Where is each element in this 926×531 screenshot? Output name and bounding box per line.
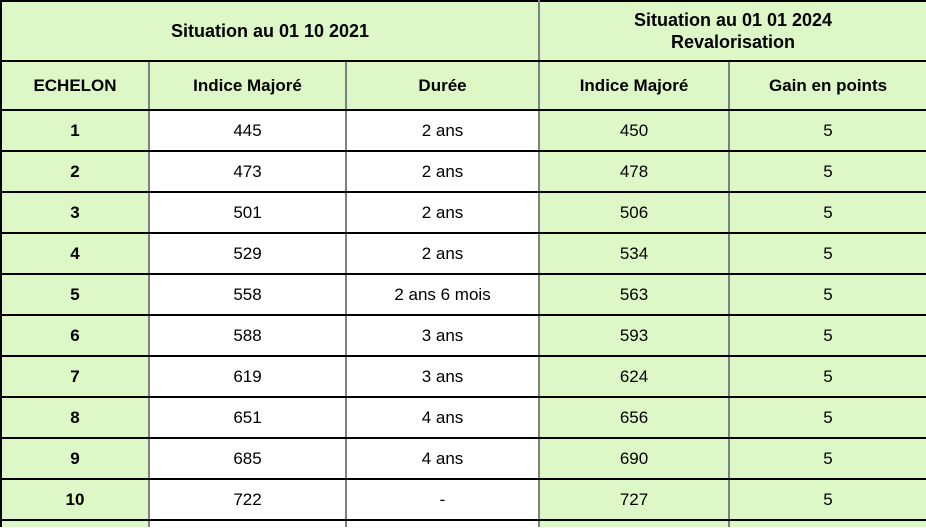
indice-2024-cell: 593 [538,314,731,357]
echelon-cell: 3 [0,191,150,234]
indice-2021-cell: 722 [148,478,347,521]
duree-cell: 4 ans [344,437,541,480]
table-row: 6 588 3 ans 593 5 [0,314,926,357]
gain-cell: 5 [728,396,926,439]
gain-cell [728,519,926,527]
echelon-cell: 4 [0,232,150,275]
indice-2024-cell: 690 [538,437,731,480]
clipped-partial-row [0,519,926,527]
duree-cell: 2 ans [344,191,541,234]
duree-cell: - [344,478,541,521]
echelon-cell: 9 [0,437,150,480]
indice-2021-cell: 651 [148,396,347,439]
echelon-cell: 6 [0,314,150,357]
duree-cell: 3 ans [344,355,541,398]
echelon-cell: 1 [0,109,150,152]
duree-cell [344,519,541,527]
table-row: 1 445 2 ans 450 5 [0,109,926,152]
indice-2021-cell: 558 [148,273,347,316]
echelon-cell: 7 [0,355,150,398]
column-header-indice-majore-2024: Indice Majoré [538,60,731,111]
header-group-row: Situation au 01 10 2021 Situation au 01 … [0,0,926,62]
echelon-cell: 2 [0,150,150,193]
indice-2024-cell: 478 [538,150,731,193]
echelon-cell: 5 [0,273,150,316]
gain-cell: 5 [728,232,926,275]
gain-cell: 5 [728,478,926,521]
duree-cell: 2 ans [344,232,541,275]
indice-2024-cell: 506 [538,191,731,234]
indice-2024-cell: 450 [538,109,731,152]
indice-2021-cell: 445 [148,109,347,152]
column-header-echelon: ECHELON [0,60,150,111]
header-situation-2021: Situation au 01 10 2021 [0,0,541,62]
indice-2021-cell: 685 [148,437,347,480]
indice-2024-cell [538,519,731,527]
column-header-duree: Durée [344,60,541,111]
gain-cell: 5 [728,314,926,357]
indice-2024-cell: 656 [538,396,731,439]
indice-2021-cell: 619 [148,355,347,398]
indice-2024-cell: 727 [538,478,731,521]
echelon-cell: 10 [0,478,150,521]
indice-2021-cell: 501 [148,191,347,234]
gain-cell: 5 [728,355,926,398]
gain-cell: 5 [728,437,926,480]
header-situation-2024-revalorisation: Situation au 01 01 2024 Revalorisation [538,0,926,62]
echelon-cell: 8 [0,396,150,439]
indice-2021-cell [148,519,347,527]
indice-2024-cell: 563 [538,273,731,316]
table-row: 5 558 2 ans 6 mois 563 5 [0,273,926,316]
column-header-indice-majore-2021: Indice Majoré [148,60,347,111]
gain-cell: 5 [728,109,926,152]
gain-cell: 5 [728,273,926,316]
table-row: 2 473 2 ans 478 5 [0,150,926,193]
table-row: 8 651 4 ans 656 5 [0,396,926,439]
duree-cell: 2 ans [344,109,541,152]
table-row: 3 501 2 ans 506 5 [0,191,926,234]
table-row: 4 529 2 ans 534 5 [0,232,926,275]
duree-cell: 4 ans [344,396,541,439]
indice-2021-cell: 588 [148,314,347,357]
column-header-gain-en-points: Gain en points [728,60,926,111]
duree-cell: 2 ans [344,150,541,193]
indice-2021-cell: 529 [148,232,347,275]
duree-cell: 2 ans 6 mois [344,273,541,316]
indice-2024-cell: 534 [538,232,731,275]
column-header-row: ECHELON Indice Majoré Durée Indice Major… [0,60,926,111]
indice-2021-cell: 473 [148,150,347,193]
gain-cell: 5 [728,150,926,193]
gain-cell: 5 [728,191,926,234]
table-row: 10 722 - 727 5 [0,478,926,521]
duree-cell: 3 ans [344,314,541,357]
table-row: 7 619 3 ans 624 5 [0,355,926,398]
echelon-cell [0,519,150,527]
table-row: 9 685 4 ans 690 5 [0,437,926,480]
indice-2024-cell: 624 [538,355,731,398]
